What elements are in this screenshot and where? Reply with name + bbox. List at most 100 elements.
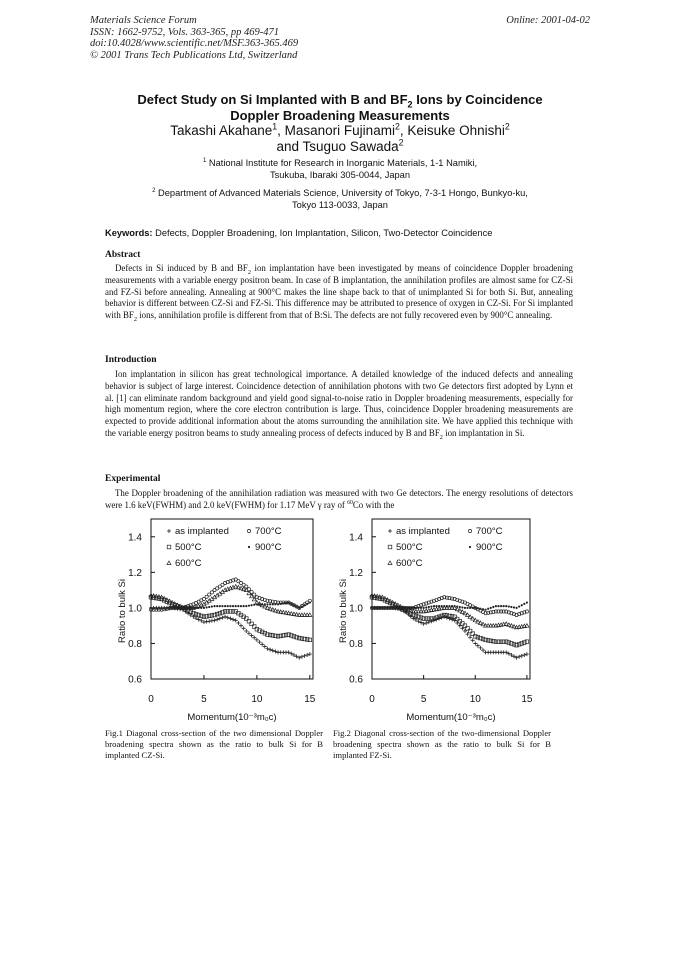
- doi-link[interactable]: doi:10.4028/www.scientific.net/MSF.363-3…: [90, 38, 299, 49]
- data-point: [226, 605, 229, 608]
- data-point: [149, 606, 153, 609]
- data-point: [441, 605, 447, 610]
- data-point: [517, 654, 522, 659]
- data-point: [262, 644, 267, 649]
- data-point: [512, 606, 516, 609]
- legend-label: 900°C: [476, 542, 503, 553]
- data-point: [426, 620, 431, 625]
- data-point: [374, 593, 380, 599]
- data-point: [429, 599, 434, 604]
- legend-label: 700°C: [476, 526, 503, 537]
- data-point: [271, 603, 274, 606]
- aff-sup: 1: [202, 157, 207, 164]
- data-point: [298, 606, 301, 609]
- x-tick-label: 5: [201, 694, 207, 705]
- data-point: [452, 614, 457, 619]
- y-tick-label: 0.8: [128, 639, 142, 650]
- data-point: [429, 616, 434, 621]
- keywords-label: Keywords:: [105, 228, 153, 238]
- data-point: [252, 624, 257, 629]
- data-point: [519, 653, 524, 658]
- data-point: [196, 617, 201, 622]
- experimental-body: The Doppler broadening of the annihilati…: [105, 488, 573, 512]
- data-point: [443, 605, 446, 608]
- data-point: [413, 613, 419, 619]
- data-point: [458, 605, 461, 609]
- data-point: [201, 620, 206, 625]
- x-axis-label: Momentum(10⁻³m₀c): [406, 712, 495, 723]
- data-point: [158, 594, 165, 600]
- data-point: [437, 597, 442, 601]
- data-point: [413, 617, 418, 622]
- data-point: [483, 637, 488, 643]
- data-point: [475, 635, 480, 640]
- data-point: [191, 614, 196, 619]
- data-point: [267, 606, 273, 611]
- subscript: 2: [133, 315, 137, 323]
- data-point: [438, 605, 441, 608]
- data-point: [183, 609, 188, 614]
- data-point: [283, 610, 289, 615]
- data-point: [449, 614, 455, 619]
- introduction-heading: Introduction: [105, 355, 157, 365]
- data-point: [220, 582, 225, 587]
- data-point: [184, 606, 187, 609]
- author-sup: 1: [272, 121, 278, 132]
- data-point: [249, 589, 254, 594]
- data-point: [215, 586, 220, 591]
- data-point: [248, 593, 255, 599]
- journal-header: Materials Science Forum ISSN: 1662-9752,…: [90, 15, 298, 61]
- data-point: [503, 621, 509, 626]
- series-600-C: [369, 592, 530, 630]
- data-point: [297, 635, 302, 641]
- x-tick-label: 10: [251, 694, 263, 705]
- figure-2-chart: 0.6 0.8 1.0 1.2 1.4 0 5 10 15 Momentum(10⁻³m₀c) Ra…: [338, 518, 533, 723]
- data-point: [473, 634, 478, 639]
- text: ions, annihilation profile is different …: [136, 310, 553, 321]
- data-point: [488, 622, 494, 628]
- data-point: [236, 621, 241, 625]
- data-point: [481, 648, 486, 653]
- data-point: [255, 603, 258, 606]
- data-point: [268, 599, 273, 604]
- data-point: [416, 614, 421, 619]
- data-point: [488, 610, 493, 615]
- legend-marker-dot: [247, 545, 251, 549]
- data-point: [212, 612, 217, 618]
- data-point: [480, 621, 486, 627]
- data-point: [487, 607, 490, 610]
- data-point: [517, 642, 522, 647]
- data-point: [281, 633, 286, 638]
- data-point: [262, 603, 268, 609]
- data-point: [299, 612, 305, 617]
- data-point: [519, 641, 524, 646]
- data-point: [239, 605, 243, 608]
- data-point: [453, 605, 456, 608]
- data-point: [394, 606, 397, 609]
- data-point: [442, 612, 447, 618]
- data-point: [273, 633, 278, 639]
- data-point: [302, 636, 307, 642]
- legend-label: as implanted: [175, 526, 229, 537]
- keywords-text: Defects, Doppler Broadening, Ion Implant…: [152, 228, 493, 238]
- data-point: [207, 592, 212, 597]
- legend-label: 500°C: [175, 542, 202, 553]
- legend-marker-plus: [167, 529, 171, 533]
- data-point: [522, 610, 527, 615]
- data-point: [209, 618, 214, 623]
- data-point: [307, 612, 313, 617]
- data-point: [244, 584, 249, 589]
- data-point: [237, 605, 240, 608]
- data-point: [517, 612, 522, 617]
- data-point: [478, 645, 483, 650]
- data-point: [435, 605, 438, 608]
- data-point: [434, 615, 439, 620]
- data-point: [497, 605, 500, 608]
- data-point: [465, 632, 470, 637]
- data-point: [270, 606, 276, 612]
- y-tick-label: 0.6: [128, 675, 142, 686]
- paper-title: Defect Study on Si Implanted with B and …: [100, 92, 580, 124]
- data-point: [465, 626, 470, 631]
- data-point: [241, 626, 246, 631]
- data-point: [246, 619, 252, 624]
